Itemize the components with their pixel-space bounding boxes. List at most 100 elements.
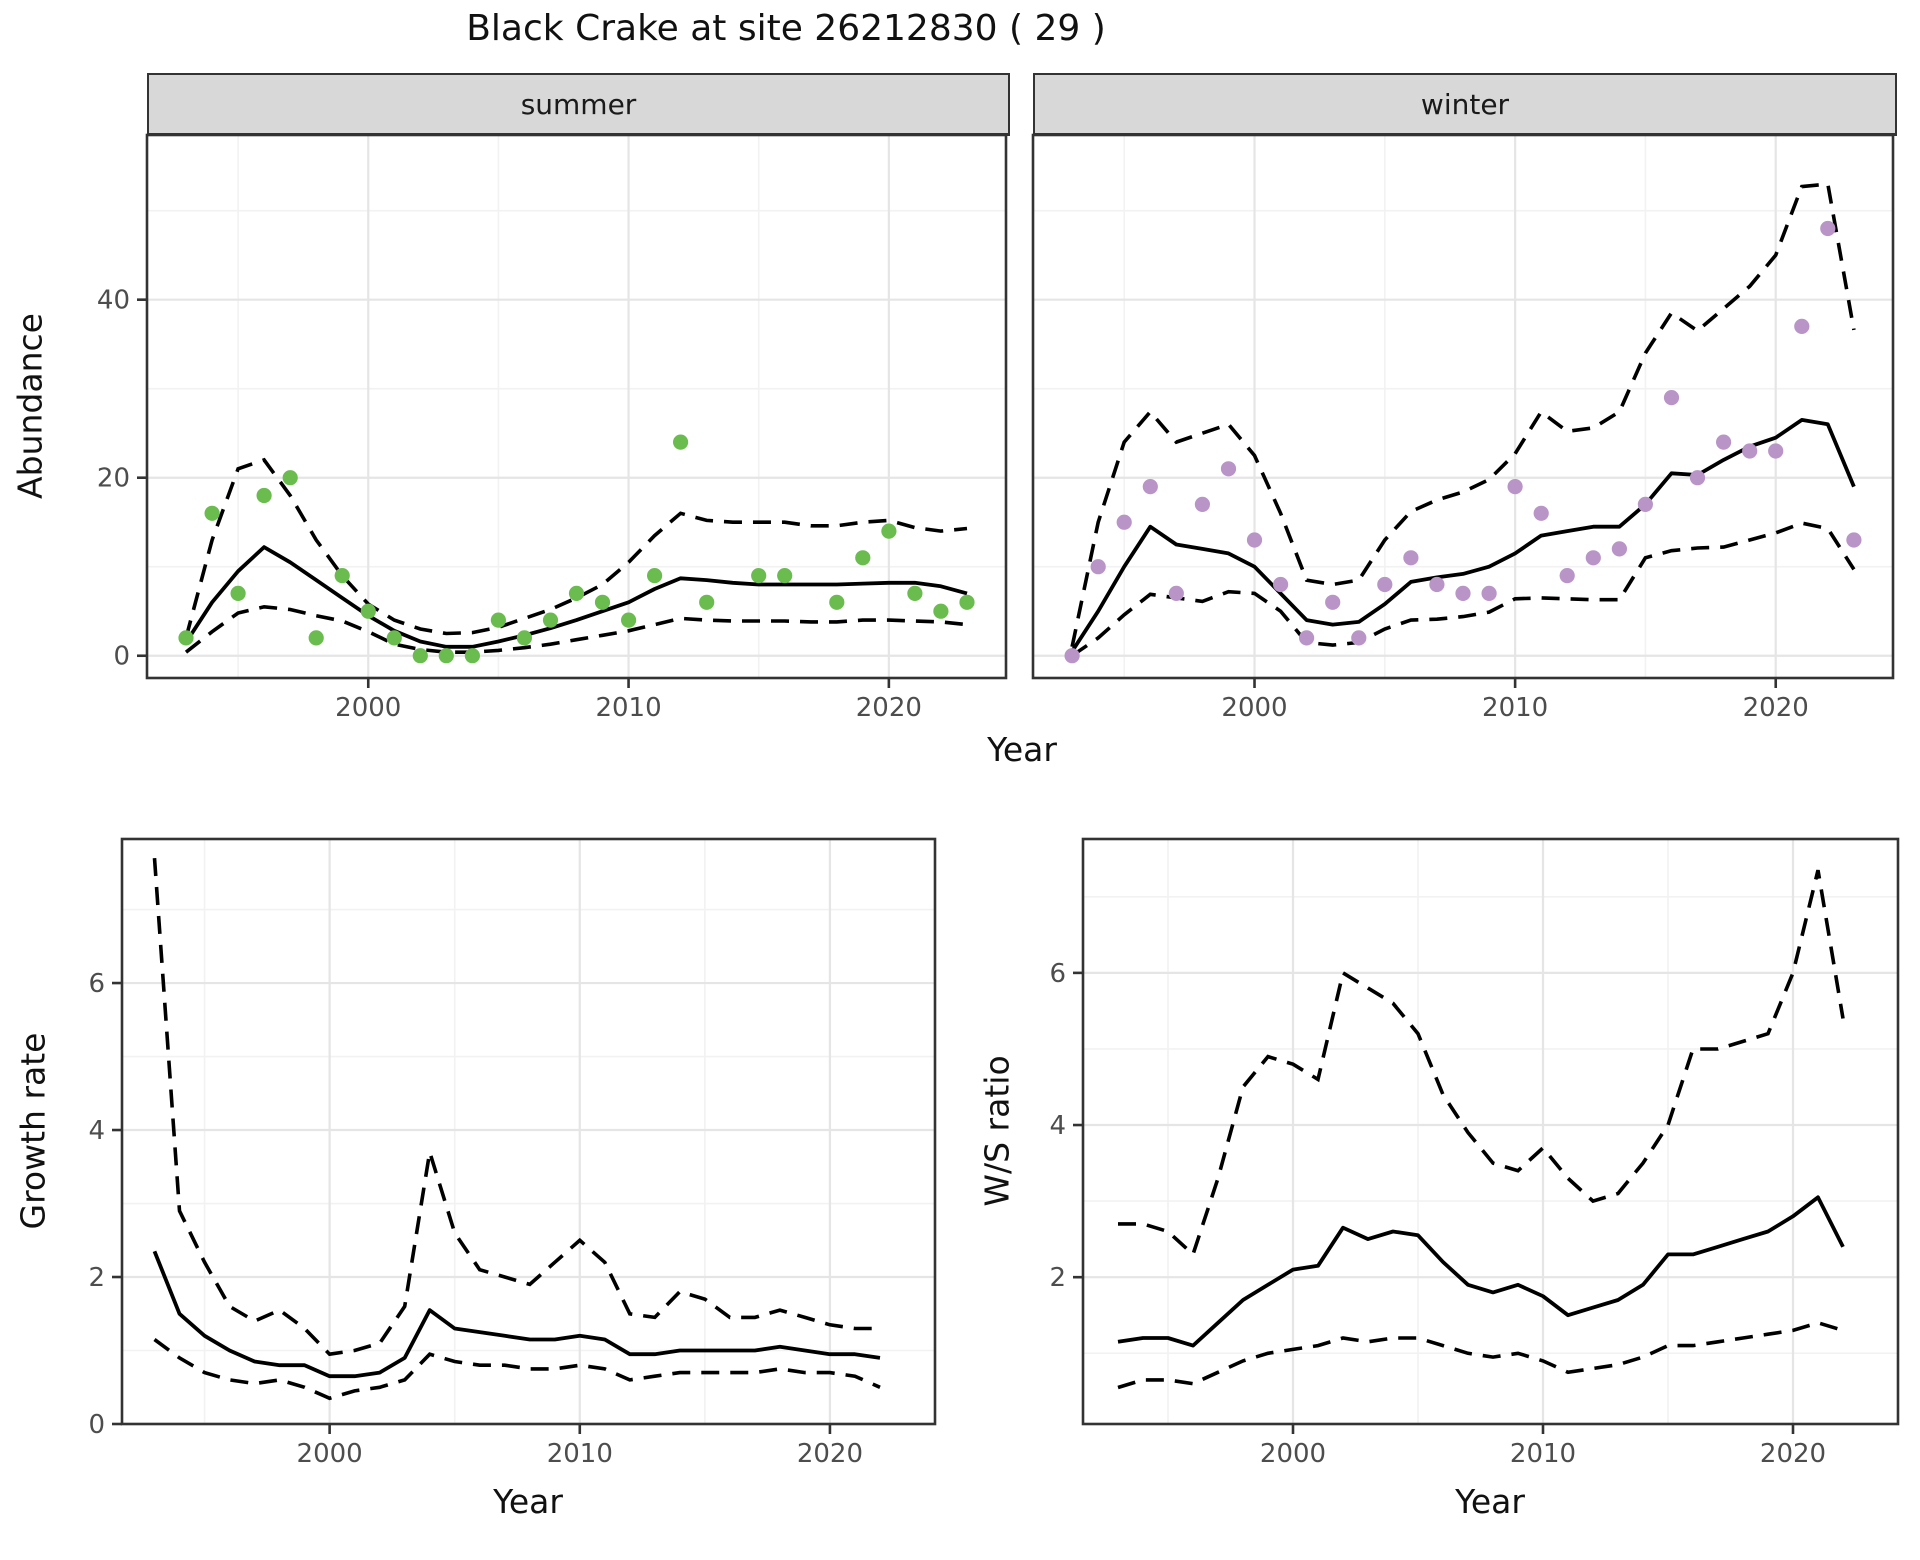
data-point — [204, 505, 220, 521]
data-point — [777, 568, 793, 584]
y-tick-label: 2 — [1049, 1263, 1066, 1293]
data-point — [1194, 496, 1210, 512]
data-point — [360, 603, 376, 619]
data-point — [256, 487, 272, 504]
panel-border — [120, 837, 937, 1426]
data-point — [282, 470, 298, 486]
panel-ws: 2000 2010 2020 2 4 6 — [1049, 837, 1900, 1469]
data-point — [1455, 585, 1471, 602]
facet-strip-winter: winter — [1033, 73, 1897, 136]
observation-points — [1064, 220, 1862, 664]
series-ws — [1117, 869, 1845, 1390]
x-tick-label: 2020 — [797, 1439, 863, 1469]
data-point — [751, 568, 767, 584]
x-tick-label: 2020 — [1743, 693, 1809, 723]
data-point — [1116, 514, 1132, 530]
data-point — [959, 594, 975, 610]
x-axis-title-year-ws: Year — [1455, 1482, 1525, 1521]
mean-line — [184, 545, 968, 649]
minor-gridlines — [1033, 135, 1893, 678]
panel-growth: 2000 2010 2020 0 2 4 6 — [88, 837, 937, 1469]
facet-strip-label: summer — [520, 87, 637, 121]
data-point — [542, 612, 559, 628]
data-point — [1299, 630, 1315, 646]
panel-background — [122, 839, 935, 1424]
facet-strip-label: winter — [1420, 87, 1510, 121]
y-axis-title-growth-rate: Growth rate — [13, 1032, 53, 1230]
data-point — [1820, 220, 1836, 237]
lower-ci-line — [1117, 1320, 1844, 1390]
mean-line — [1070, 418, 1856, 653]
lower-ci-line — [1071, 521, 1856, 658]
y-tick-label: 6 — [1049, 959, 1066, 989]
x-tick-label: 2000 — [1260, 1439, 1326, 1469]
x-tick-label: 2010 — [595, 693, 661, 723]
data-point — [1611, 541, 1627, 557]
observation-points — [178, 434, 975, 664]
data-point — [907, 585, 923, 602]
upper-ci-line — [184, 457, 968, 639]
data-point — [1794, 318, 1810, 334]
series-growth — [152, 857, 881, 1401]
x-tick-label: 2010 — [1482, 693, 1548, 723]
data-point — [1481, 585, 1497, 602]
data-point — [1559, 568, 1575, 584]
data-point — [1533, 505, 1549, 521]
series-winter — [1064, 182, 1862, 664]
mean-line — [1117, 1195, 1845, 1348]
data-point — [464, 648, 480, 664]
series-summer — [178, 434, 975, 664]
x-tick-label: 2020 — [856, 693, 922, 723]
data-point — [621, 612, 637, 628]
data-point — [829, 594, 845, 610]
y-tick-label: 20 — [97, 464, 130, 494]
data-point — [1637, 496, 1653, 512]
data-point — [1273, 576, 1289, 593]
data-point — [1377, 576, 1393, 593]
data-point — [673, 434, 689, 450]
data-point — [699, 594, 715, 610]
x-tick-label: 2000 — [335, 693, 401, 723]
y-tick-label: 40 — [97, 286, 130, 316]
axis-ticks-and-labels: 2000 2010 2020 0 2 4 6 — [88, 969, 863, 1469]
panel-border — [1081, 837, 1900, 1426]
minor-gridlines — [147, 135, 1006, 678]
upper-ci-line — [1070, 182, 1856, 648]
data-point — [1090, 559, 1106, 575]
y-tick-label: 6 — [88, 969, 105, 999]
data-point — [308, 630, 324, 646]
x-tick-label: 2000 — [297, 1439, 363, 1469]
axis-ticks-and-labels: 2000 2010 2020 0 20 40 — [97, 286, 922, 723]
data-point — [1507, 479, 1523, 495]
mean-line — [152, 1250, 881, 1379]
data-point — [647, 568, 663, 584]
minor-gridlines — [1083, 839, 1898, 1424]
data-point — [1585, 550, 1601, 566]
data-point — [1351, 630, 1367, 646]
y-tick-label: 0 — [113, 642, 130, 672]
data-point — [438, 648, 454, 664]
y-tick-label: 4 — [88, 1116, 105, 1146]
data-point — [1246, 532, 1263, 548]
data-point — [855, 550, 871, 566]
data-point — [1403, 550, 1419, 566]
x-axis-title-year-top: Year — [987, 730, 1057, 769]
y-tick-label: 2 — [88, 1263, 105, 1293]
y-axis-title-ws-ratio: W/S ratio — [977, 1055, 1017, 1207]
data-point — [1742, 443, 1758, 459]
x-tick-label: 2010 — [547, 1439, 613, 1469]
data-point — [1846, 532, 1862, 548]
data-point — [1716, 434, 1732, 450]
data-point — [178, 630, 194, 646]
x-tick-label: 2020 — [1760, 1439, 1826, 1469]
data-point — [881, 523, 897, 539]
facet-strip-summer: summer — [147, 73, 1010, 136]
data-point — [1220, 461, 1237, 477]
lower-ci-line — [153, 1338, 881, 1401]
y-axis-title-abundance: Abundance — [10, 313, 50, 499]
y-tick-label: 0 — [88, 1410, 105, 1440]
data-point — [386, 630, 402, 646]
lower-ci-line — [184, 604, 968, 654]
